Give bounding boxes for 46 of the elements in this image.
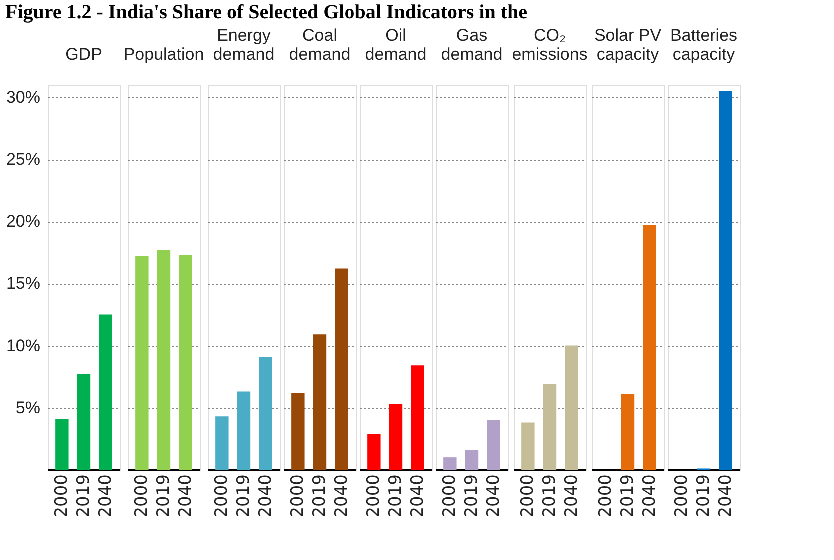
chart-title: Oil demand [365,26,427,64]
x-tick-label: 2019 [462,474,482,518]
x-tick-label: 2040 [408,474,428,518]
y-tick-label: 15% [6,274,40,294]
x-tick-label: 2000 [672,474,692,518]
x-tick-label: 2040 [640,474,660,518]
chart-title: Batteries capacity [670,26,738,64]
x-tick-label: 2019 [618,474,638,518]
x-tick-label: 2040 [256,474,276,518]
x-tick-label: 2019 [386,474,406,518]
x-tick-label: 2040 [562,474,582,518]
y-tick-label: 20% [6,212,40,232]
chart-title: Coal demand [289,26,351,64]
bar [99,314,112,470]
x-tick-label: 2040 [176,474,196,518]
x-tick-label: 2000 [52,474,72,518]
x-tick-label: 2040 [484,474,504,518]
x-tick-label: 2000 [212,474,232,518]
y-tick-label: 5% [16,398,40,418]
caption: Figure 1.2 - India's Share of Selected Global Indicators in the [5,2,528,24]
y-tick-label: 30% [6,88,40,107]
x-tick-label: 2019 [74,474,94,518]
x-tick-label: 2019 [154,474,174,518]
bar [56,419,69,470]
x-tick-label: 2000 [364,474,384,518]
x-tick-label: 2019 [694,474,714,518]
chart-title: Population [124,45,204,64]
chart-title: Gas demand [441,26,503,64]
chart-title: CO₂ emissions [512,26,588,64]
x-tick-label: 2000 [596,474,616,518]
x-tick-label: 2019 [310,474,330,518]
x-tick-label: 2019 [234,474,254,518]
x-tick-label: 2040 [332,474,352,518]
x-tick-label: 2000 [288,474,308,518]
x-tick-label: 2000 [440,474,460,518]
x-tick-label: 2040 [716,474,736,518]
y-tick-label: 10% [6,336,40,356]
x-tick-label: 2040 [96,474,116,518]
x-tick-label: 2019 [540,474,560,518]
chart-title: Energy demand [213,26,275,64]
chart-title: Solar PV capacity [594,26,662,64]
bar [77,374,91,470]
chart-title: GDP [66,45,102,64]
x-tick-label: 2000 [132,474,152,518]
y-tick-label: 25% [6,150,40,170]
x-tick-label: 2000 [518,474,538,518]
